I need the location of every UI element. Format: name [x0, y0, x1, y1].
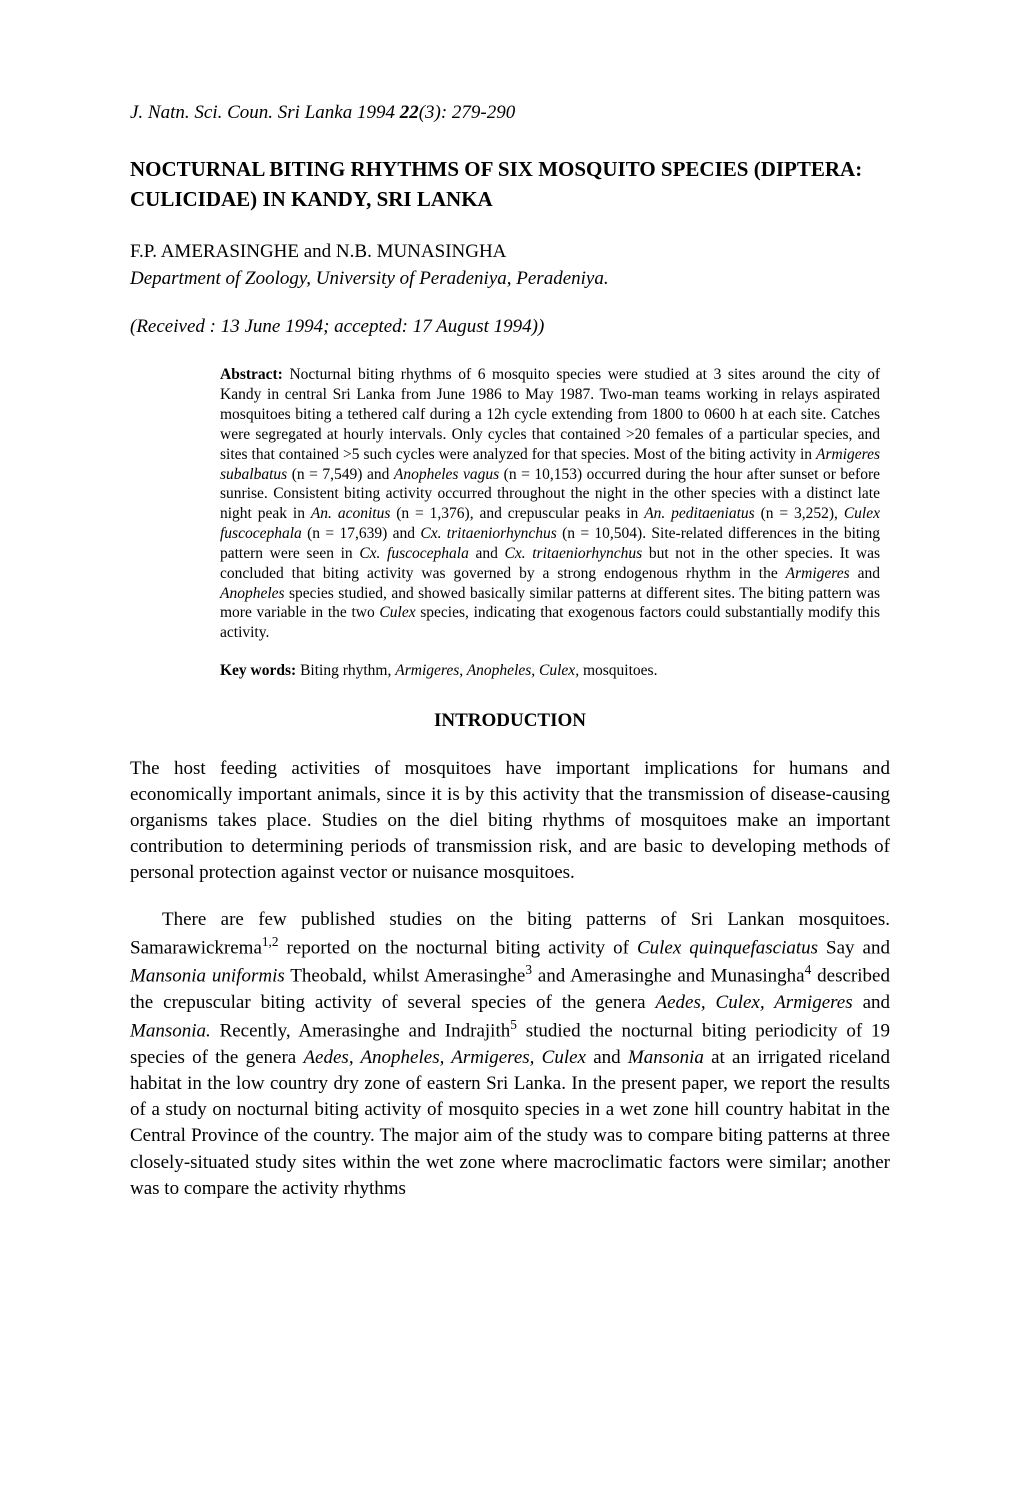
- journal-volume: 22: [400, 102, 419, 123]
- journal-issue-pages: (3): 279-290: [419, 102, 516, 123]
- keywords-label: Key words:: [220, 662, 296, 679]
- affiliation: Department of Zoology, University of Per…: [130, 266, 890, 292]
- keywords-text: Biting rhythm, Armigeres, Anopheles, Cul…: [300, 662, 657, 679]
- abstract-label: Abstract:: [220, 366, 283, 383]
- paper-title: NOCTURNAL BITING RHYTHMS OF SIX MOSQUITO…: [130, 154, 890, 215]
- intro-paragraph-2: There are few published studies on the b…: [130, 907, 890, 1202]
- authors: F.P. AMERASINGHE and N.B. MUNASINGHA: [130, 239, 890, 265]
- journal-citation: J. Natn. Sci. Coun. Sri Lanka 1994 22(3)…: [130, 100, 890, 126]
- intro-paragraph-1: The host feeding activities of mosquitoe…: [130, 756, 890, 887]
- abstract-block: Abstract: Nocturnal biting rhythms of 6 …: [220, 365, 880, 643]
- journal-name: J. Natn. Sci. Coun. Sri Lanka 1994: [130, 102, 400, 123]
- section-heading-introduction: INTRODUCTION: [130, 708, 890, 734]
- abstract-text: Nocturnal biting rhythms of 6 mosquito s…: [220, 366, 880, 641]
- received-dates: (Received : 13 June 1994; accepted: 17 A…: [130, 314, 890, 340]
- keywords-block: Key words: Biting rhythm, Armigeres, Ano…: [220, 661, 880, 682]
